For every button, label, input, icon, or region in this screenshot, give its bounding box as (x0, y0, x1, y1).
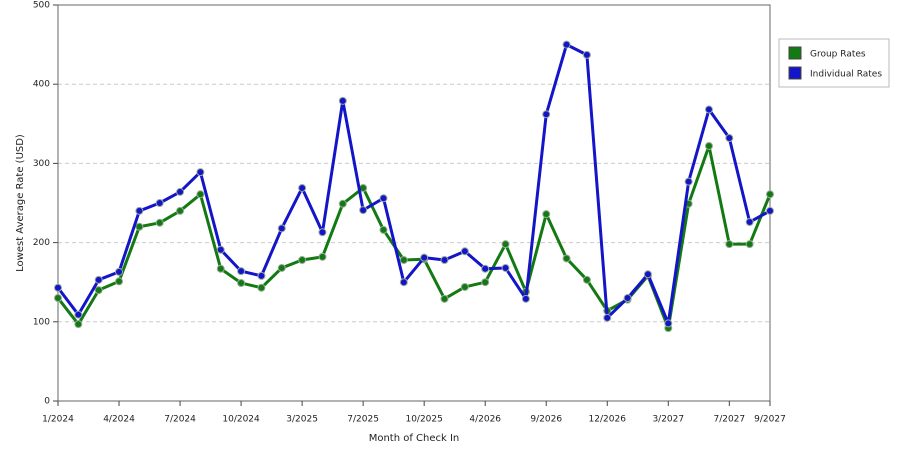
x-tick-label: 7/2025 (347, 415, 379, 425)
legend-box (778, 38, 890, 88)
series-line (56, 43, 771, 325)
point (745, 218, 754, 227)
point (298, 256, 307, 265)
point (440, 256, 449, 265)
point (54, 283, 62, 292)
legend-swatch (788, 66, 802, 80)
point (94, 275, 103, 284)
point (379, 194, 388, 203)
x-tick-label: 9/2027 (754, 415, 786, 425)
point (725, 134, 734, 143)
point (277, 263, 286, 272)
point (237, 267, 246, 276)
point (298, 183, 307, 192)
x-tick-label: 9/2026 (530, 415, 562, 425)
point (766, 206, 774, 215)
point (542, 110, 551, 119)
point (135, 222, 144, 231)
point (216, 264, 225, 273)
point (562, 254, 571, 263)
x-tick-label: 4/2024 (103, 415, 135, 425)
y-tick-label: 500 (33, 1, 50, 11)
point (94, 286, 103, 295)
point (420, 253, 429, 262)
point (318, 252, 327, 261)
legend-label: Group Rates (810, 50, 866, 60)
point (582, 50, 591, 59)
point (521, 294, 530, 303)
point (196, 190, 205, 199)
x-tick-label: 10/2025 (405, 415, 442, 425)
x-tick-label: 1/2024 (42, 415, 74, 425)
point (582, 275, 591, 284)
point (135, 206, 144, 215)
point (481, 278, 490, 287)
point (704, 141, 713, 150)
point (684, 177, 693, 186)
point (481, 264, 490, 273)
point (196, 168, 205, 177)
point (257, 283, 266, 292)
y-tick-label: 100 (33, 317, 50, 327)
y-axis-label: Lowest Average Rate (USD) (15, 134, 26, 272)
point (54, 294, 62, 303)
x-tick-label: 12/2026 (589, 415, 627, 425)
x-tick-label: 7/2027 (713, 415, 745, 425)
point (379, 225, 388, 234)
point (542, 210, 551, 219)
point (664, 319, 673, 328)
legend-label: Individual Rates (810, 70, 882, 80)
point (176, 206, 185, 215)
point (359, 206, 368, 215)
point (155, 199, 164, 207)
y-tick-label: 200 (33, 238, 50, 248)
x-tick-label: 7/2024 (164, 415, 196, 425)
point (460, 282, 469, 291)
point (74, 320, 83, 329)
point (277, 224, 286, 233)
point (643, 270, 652, 279)
point (115, 267, 124, 276)
point (399, 256, 408, 265)
point (501, 240, 510, 249)
point (725, 240, 734, 249)
point (460, 247, 469, 256)
point (704, 105, 713, 114)
x-tick-label: 3/2027 (652, 415, 684, 425)
point (399, 278, 408, 287)
x-tick-label: 3/2025 (286, 415, 318, 425)
point (501, 263, 510, 272)
x-tick-label: 10/2024 (222, 415, 260, 425)
series-line (56, 144, 772, 330)
point (155, 218, 164, 227)
point (176, 187, 185, 196)
x-axis-label: Month of Check In (369, 433, 460, 444)
point (257, 271, 266, 280)
point (562, 40, 571, 49)
point (216, 245, 225, 254)
point (318, 228, 327, 237)
point (338, 199, 347, 208)
point (338, 96, 347, 105)
point (74, 310, 83, 319)
plot-frame (57, 4, 771, 402)
legend-swatch (788, 46, 802, 60)
point (745, 240, 754, 249)
point (766, 190, 774, 199)
y-tick-label: 0 (44, 397, 50, 407)
point (603, 313, 612, 322)
y-tick-label: 300 (33, 159, 50, 169)
point (440, 294, 449, 303)
x-tick-label: 4/2026 (469, 415, 501, 425)
point (115, 277, 124, 286)
point (237, 278, 246, 287)
y-tick-label: 400 (33, 80, 50, 90)
point (623, 294, 632, 303)
